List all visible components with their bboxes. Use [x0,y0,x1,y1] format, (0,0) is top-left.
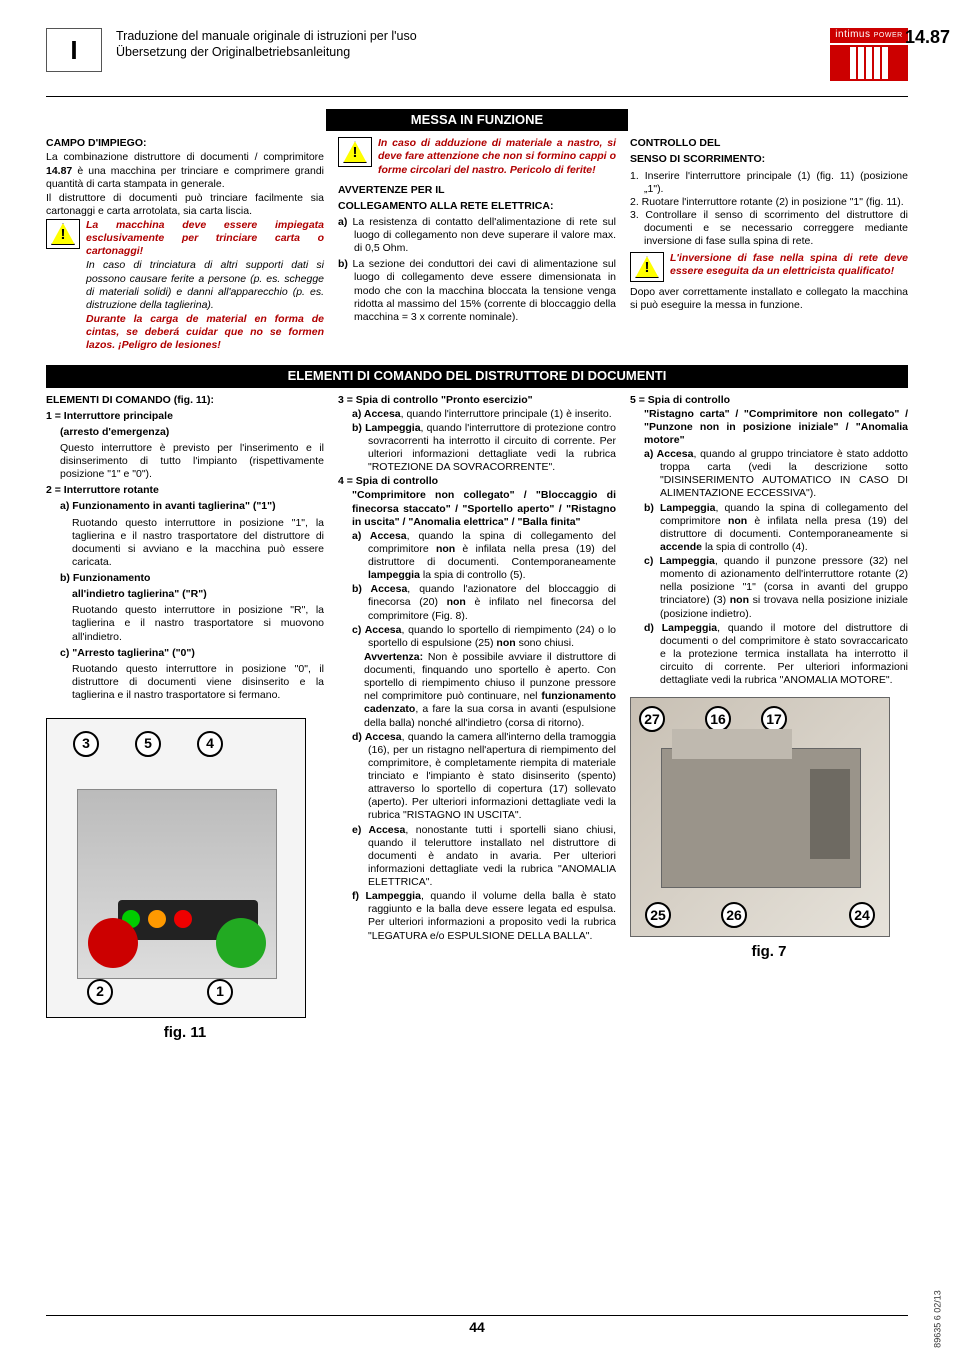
elem-1h2: (arresto d'emergenza) [60,426,324,439]
callout-5: 5 [135,731,161,757]
spia3-a: a) Accesa, quando l'interruttore princip… [352,408,616,421]
spia4-e: e) Accesa, nonostante tutti i sportelli … [352,824,616,890]
ctrl-i2: 2. Ruotare l'interruttore rotante (2) in… [630,196,908,209]
avv-b: b) La sezione dei conduttori dei cavi di… [338,258,616,324]
spia5-h: 5 = Spia di controllo [630,394,908,407]
spia5-b: b) Lampeggia, quando la spina di collega… [644,502,908,555]
page-header: I Traduzione del manuale originale di is… [46,28,908,86]
machine-photo [661,748,861,888]
callout-26: 26 [721,902,747,928]
document-code: 89635 6 02/13 [933,1290,944,1348]
col-avvertenze: In caso di adduzione di materiale a nast… [338,137,616,353]
ctrl-after: Dopo aver correttamente installato e col… [630,286,908,312]
model-number: 14.87 [905,26,950,49]
spia4-c: c) Accesa, quando lo sportello di riempi… [352,624,616,650]
ctrl-warning-block: L'inversione di fase nella spina di rete… [630,252,908,282]
elem-2b-h2: all'indietro taglierina" ("R") [72,588,324,601]
campo-warn1: La macchina deve essere impiegata esclus… [86,219,324,258]
subtitle-1: Traduzione del manuale originale di istr… [116,28,417,44]
figure-7: 27 16 17 25 26 24 [630,697,890,937]
col-spia-3-4: 3 = Spia di controllo "Pronto esercizio"… [338,394,616,1046]
ctrl-h2: SENSO DI SCORRIMENTO: [630,153,908,166]
col-campo: CAMPO D'IMPIEGO: La combinazione distrut… [46,137,324,353]
spia5-d: d) Lampeggia, quando il motore del distr… [644,622,908,688]
subtitle-block: Traduzione del manuale originale di istr… [116,28,417,61]
mid-warning-block: In caso di adduzione di materiale a nast… [338,137,616,179]
divider [46,96,908,97]
callout-25: 25 [645,902,671,928]
section-2-columns: ELEMENTI DI COMANDO (fig. 11): 1 = Inter… [46,394,908,1046]
section-1-columns: CAMPO D'IMPIEGO: La combinazione distrut… [46,137,908,353]
ctrl-warn: L'inversione di fase nella spina di rete… [670,252,908,278]
avv-h2: COLLEGAMENTO ALLA RETE ELETTRICA: [338,200,616,213]
warning-icon [338,137,372,167]
col-spia-5: 5 = Spia di controllo "Ristagno carta" /… [630,394,908,1046]
elem-h: ELEMENTI DI COMANDO (fig. 11): [46,394,324,407]
spia4-f: f) Lampeggia, quando il volume della bal… [352,890,616,943]
elem-2a-p: Ruotando questo interruttore in posizion… [72,517,324,570]
ctrl-i1: 1. Inserire l'interruttore principale (1… [630,170,908,196]
callout-4: 4 [197,731,223,757]
mid-warn: In caso di adduzione di materiale a nast… [378,137,616,176]
spia5-c: c) Lampeggia, quando il punzone pressore… [644,555,908,621]
spia5-a: a) Accesa, quando al gruppo trinciatore … [644,448,908,501]
fig7-label: fig. 7 [630,943,908,962]
spia4-h2: "Comprimitore non collegato" / "Bloccagg… [352,489,616,528]
callout-27: 27 [639,706,665,732]
section-title-2: ELEMENTI DI COMANDO DEL DISTRUTTORE DI D… [46,365,908,387]
logo-brand: intimus [835,29,870,40]
spia4-h: 4 = Spia di controllo [338,475,616,488]
elem-1p: Questo interruttore è previsto per l'ins… [60,442,324,481]
avv-a: a) La resistenza di contatto dell'alimen… [338,216,616,255]
page-number: 44 [0,1319,954,1337]
warning-icon [630,252,664,282]
machine-illustration [77,789,277,979]
ctrl-list: 1. Inserire l'interruttore principale (1… [630,170,908,249]
spia4-b: b) Accesa, quando l'azionatore del blocc… [352,583,616,622]
figure-11: 3 5 4 2 1 [46,718,306,1018]
spia3-b: b) Lampeggia, quando l'interruttore di p… [352,422,616,475]
spia3-h: 3 = Spia di controllo "Pronto esercizio" [338,394,616,407]
elem-1h: 1 = Interruttore principale [46,410,324,423]
callout-2: 2 [87,979,113,1005]
campo-p1: La combinazione distruttore di documenti… [46,151,324,190]
ctrl-i3: 3. Controllare il senso di scorrimento d… [630,209,908,248]
campo-warn1c: Durante la carga de material en forma de… [86,313,324,352]
logo-sub: POWER [874,32,903,39]
col-controllo: CONTROLLO DEL SENSO DI SCORRIMENTO: 1. I… [630,137,908,353]
spia4-c-av: Avvertenza: Non è possibile avviare il d… [364,651,616,730]
callout-24: 24 [849,902,875,928]
campo-heading: CAMPO D'IMPIEGO: [46,137,324,150]
brand-logo: intimus POWER [830,28,908,86]
elem-2a-h: a) Funzionamento in avanti taglierina" (… [60,500,324,513]
ctrl-h1: CONTROLLO DEL [630,137,908,150]
avv-h1: AVVERTENZE PER IL [338,184,616,197]
subtitle-2: Übersetzung der Originalbetriebsanleitun… [116,44,417,60]
spia4-d: d) Accesa, quando la camera all'interno … [352,731,616,823]
section-title-1: MESSA IN FUNZIONE [326,109,628,131]
elem-2b-h: b) Funzionamento [60,572,324,585]
col-elementi: ELEMENTI DI COMANDO (fig. 11): 1 = Inter… [46,394,324,1046]
callout-3: 3 [73,731,99,757]
divider-bottom [46,1315,908,1316]
callout-1: 1 [207,979,233,1005]
elem-2c-p: Ruotando questo interruttore in posizion… [72,663,324,702]
elem-2b-p: Ruotando questo interruttore in posizion… [72,604,324,643]
elem-2c-h: c) "Arresto taglierina" ("0") [60,647,324,660]
warning-icon [46,219,80,249]
spia4-a: a) Accesa, quando la spina di collegamen… [352,530,616,583]
campo-warning-block: La macchina deve essere impiegata esclus… [46,219,324,353]
spia5-h2: "Ristagno carta" / "Comprimitore non col… [644,408,908,447]
campo-p2: Il distruttore di documenti può trinciar… [46,192,324,218]
elem-2h: 2 = Interruttore rotante [46,484,324,497]
fig11-label: fig. 11 [46,1024,324,1043]
language-badge: I [46,28,102,72]
campo-warn1b: In caso di trinciatura di altri supporti… [86,259,324,312]
